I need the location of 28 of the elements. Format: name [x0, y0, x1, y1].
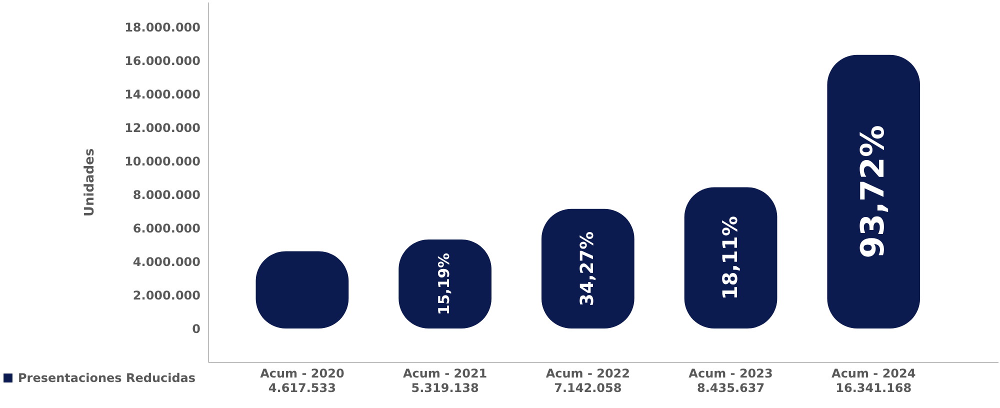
bar [684, 187, 778, 329]
y-tick-label: 10.000.000 [124, 154, 200, 169]
x-tick-label: Acum - 2022 [546, 366, 630, 380]
y-tick-label: 12.000.000 [124, 121, 200, 136]
data-label: 16.341.168 [836, 381, 912, 395]
legend-label: Presentaciones Reducidas [18, 371, 196, 385]
annotation: 34,27% [576, 231, 598, 306]
annotation: 15,19% [435, 252, 454, 315]
annotation: 93,72% [854, 125, 892, 258]
data-label: 4.617.533 [268, 381, 336, 395]
y-tick-label: 4.000.000 [132, 255, 200, 270]
y-axis-title: Unidades [82, 148, 98, 217]
data-label: 8.435.637 [696, 381, 765, 395]
y-tick-label: 0 [192, 322, 200, 336]
y-tick-label: 2.000.000 [132, 288, 200, 303]
y-tick-label: 16.000.000 [124, 54, 200, 68]
y-tick-label: 14.000.000 [124, 88, 200, 102]
y-tick-label: 6.000.000 [132, 222, 200, 236]
x-tick-label: Acum - 2020 [260, 366, 344, 380]
x-tick-label: Acum - 2024 [832, 366, 916, 380]
x-tick-label: Acum - 2023 [688, 366, 773, 380]
bar [827, 54, 920, 329]
annotation: 18,11% [718, 216, 742, 300]
data-label: 7.142.058 [554, 381, 622, 395]
x-tick-label: Acum - 2021 [402, 366, 488, 380]
y-tick-label: 8.000.000 [132, 188, 200, 202]
y-tick-label: 18.000.000 [124, 20, 200, 35]
data-label: 5.319.138 [411, 381, 479, 395]
